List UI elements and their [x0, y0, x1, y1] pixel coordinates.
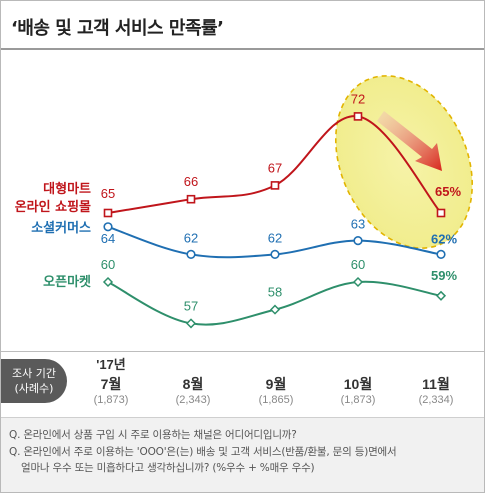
data-label: 67	[268, 160, 282, 175]
data-label: 58	[268, 285, 282, 300]
legend-label: 대형마트	[43, 181, 91, 197]
period-month: 10월	[343, 376, 373, 392]
period-count: (2,334)	[418, 394, 454, 406]
data-label: 66	[184, 174, 198, 189]
period-month: 9월	[265, 376, 287, 392]
data-label: 60	[351, 257, 365, 272]
data-label: 64	[101, 231, 115, 246]
data-point	[269, 304, 281, 315]
data-point	[353, 236, 363, 246]
trend-arrow-icon	[377, 111, 442, 171]
data-point	[436, 208, 446, 218]
data-label: 62	[184, 230, 198, 245]
data-point	[103, 222, 113, 232]
data-label: 62	[268, 230, 282, 245]
period-count: (1,873)	[93, 394, 129, 406]
period-month: 11월	[422, 376, 450, 392]
period-count: (1,865)	[258, 394, 294, 406]
period-month: 7월	[100, 376, 122, 392]
data-label: 72	[351, 91, 365, 106]
data-point	[102, 276, 114, 288]
data-point	[103, 208, 113, 218]
period-count: (1,873)	[340, 394, 376, 406]
data-label: 65	[101, 186, 115, 201]
data-label: 60	[101, 257, 115, 272]
data-point	[186, 249, 196, 259]
survey-notes: Q. 온라인에서 상품 구입 시 주로 이용하는 채널은 어디어디입니까? Q.…	[1, 417, 484, 492]
series-line	[107, 115, 442, 214]
period-month: 8월	[182, 376, 204, 392]
data-point	[436, 249, 446, 259]
data-point	[185, 318, 197, 329]
data-point	[435, 290, 447, 301]
data-label: 63	[351, 217, 365, 232]
header: ‘배송 및 고객 서비스 만족률’	[1, 1, 484, 51]
data-label: 62%	[431, 231, 457, 246]
period-year: '17년	[96, 357, 126, 372]
legend-label: 오픈마켓	[43, 274, 91, 290]
header-divider	[1, 48, 484, 50]
data-point	[353, 112, 363, 121]
period-label: 조사 기간 (사례수)	[1, 359, 67, 403]
note-q2: Q. 온라인에서 주로 이용하는 'OOO'은(는) 배송 및 고객 서비스(반…	[9, 446, 397, 458]
data-label: 57	[184, 298, 198, 313]
highlight-ellipse	[334, 75, 474, 249]
data-point	[270, 181, 280, 190]
data-point	[270, 249, 280, 259]
data-point	[186, 194, 196, 204]
period-label-title: 조사 기간	[12, 367, 56, 380]
period-count: (2,343)	[175, 394, 211, 406]
legend-label: 소셜커머스	[31, 220, 91, 236]
note-q1: Q. 온라인에서 상품 구입 시 주로 이용하는 채널은 어디어디입니까?	[9, 429, 297, 441]
footer-periods: 조사 기간 (사례수) '17년 7월 (1,873) 8월 (2,343) 9…	[1, 351, 484, 410]
note-q3: 얼마나 우수 또는 미흡하다고 생각하십니까? (%우수 + %매우 우수)	[21, 462, 315, 474]
line-chart: 65 66 67 72 65% 64 62 62 63 62% 60 57 58 60 59% 대형마트온라…	[15, 75, 474, 329]
chart-title: ‘배송 및 고객 서비스 만족률’	[11, 18, 224, 39]
legend-label: 온라인 쇼핑몰	[15, 199, 91, 215]
data-point	[352, 276, 364, 288]
data-label: 65%	[435, 184, 461, 199]
period-label-sub: (사례수)	[14, 382, 54, 395]
data-label: 59%	[431, 268, 457, 283]
